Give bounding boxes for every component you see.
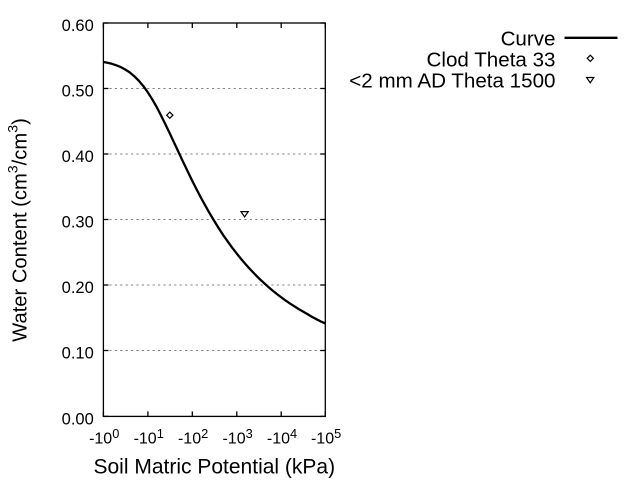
svg-text:0.60: 0.60	[62, 17, 94, 35]
svg-text:0.20: 0.20	[62, 279, 94, 297]
svg-text:-102: -102	[178, 426, 208, 448]
svg-text:0.40: 0.40	[62, 148, 94, 166]
svg-text:0.00: 0.00	[62, 410, 94, 428]
svg-text:-104: -104	[267, 426, 297, 448]
svg-text:-105: -105	[311, 426, 341, 448]
svg-text:Soil Matric Potential (kPa): Soil Matric Potential (kPa)	[94, 456, 336, 479]
svg-text:-100: -100	[89, 426, 119, 448]
svg-text:-103: -103	[222, 426, 252, 448]
svg-text:0.50: 0.50	[62, 83, 94, 101]
svg-text:0.30: 0.30	[62, 214, 94, 232]
svg-text:Water Content (cm3/cm3): Water Content (cm3/cm3)	[6, 118, 32, 342]
svg-text:0.10: 0.10	[62, 345, 94, 363]
svg-text:<2 mm AD Theta 1500: <2 mm AD Theta 1500	[349, 70, 555, 93]
svg-text:Curve: Curve	[501, 27, 556, 50]
svg-text:-101: -101	[134, 426, 164, 448]
svg-text:Clod Theta 33: Clod Theta 33	[427, 48, 556, 71]
